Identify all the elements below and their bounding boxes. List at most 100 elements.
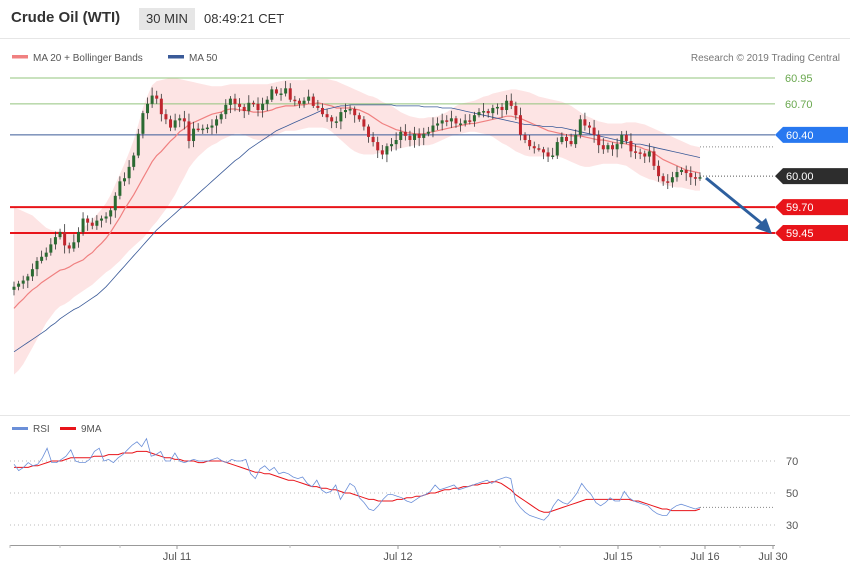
candle-body bbox=[132, 155, 136, 167]
instrument-title: Crude Oil (WTI) bbox=[11, 9, 121, 26]
candle bbox=[330, 115, 334, 129]
candle bbox=[647, 143, 651, 163]
candle-body bbox=[196, 128, 200, 131]
candle-body bbox=[279, 93, 283, 95]
candle-body bbox=[53, 237, 57, 245]
legend: MA 20 + Bollinger Bands MA 50 Research ©… bbox=[12, 53, 840, 64]
candle-body bbox=[205, 127, 209, 130]
candle bbox=[132, 152, 136, 171]
candle bbox=[505, 94, 509, 115]
candle-body bbox=[532, 146, 536, 149]
candle bbox=[122, 172, 126, 186]
candle bbox=[657, 160, 661, 182]
candle bbox=[426, 126, 430, 137]
candle-body bbox=[689, 173, 693, 178]
candle bbox=[17, 280, 21, 291]
candle bbox=[670, 171, 674, 188]
candle-body bbox=[316, 105, 320, 108]
candle bbox=[546, 147, 550, 163]
candle bbox=[81, 212, 85, 236]
candle-body bbox=[505, 100, 509, 111]
candle bbox=[141, 110, 145, 139]
key-levels: 60.95 60.70 60.40 59.70 59.45 60.00 bbox=[10, 73, 848, 241]
candle-body bbox=[541, 149, 545, 153]
time-tick-label-1: Jul 12 bbox=[383, 551, 412, 563]
candle-body bbox=[403, 131, 407, 136]
rsi-tick-label-1: 50 bbox=[786, 488, 798, 500]
candle-body bbox=[620, 134, 624, 145]
candle-body bbox=[638, 152, 642, 154]
candle bbox=[127, 160, 131, 185]
candle bbox=[472, 111, 476, 127]
candle bbox=[436, 117, 440, 131]
candle-body bbox=[652, 151, 656, 166]
candle bbox=[233, 93, 237, 112]
candle bbox=[104, 212, 108, 223]
candle-body bbox=[81, 218, 85, 232]
candle-body bbox=[615, 144, 619, 150]
candle bbox=[348, 105, 352, 115]
candle bbox=[486, 108, 490, 118]
header: Crude Oil (WTI) 30 MIN 08:49:21 CET bbox=[0, 0, 850, 38]
candle bbox=[652, 147, 656, 170]
candle bbox=[265, 96, 269, 112]
candle bbox=[537, 144, 541, 152]
candle-body bbox=[76, 231, 80, 243]
candle bbox=[251, 100, 255, 107]
candle bbox=[67, 242, 71, 254]
candle-body bbox=[486, 111, 490, 114]
candle-body bbox=[647, 151, 651, 157]
rsi-tick-label-2: 30 bbox=[786, 520, 798, 532]
candle bbox=[261, 97, 265, 118]
candle bbox=[63, 224, 67, 254]
candle-body bbox=[109, 210, 113, 217]
candle-body bbox=[67, 245, 71, 249]
candle-body bbox=[30, 269, 34, 277]
candle-body bbox=[560, 136, 564, 143]
candle bbox=[40, 250, 44, 264]
candle bbox=[408, 130, 412, 147]
candle bbox=[187, 113, 191, 149]
candle bbox=[684, 165, 688, 181]
rsi-ma-line bbox=[14, 450, 701, 513]
candle-body bbox=[597, 134, 601, 146]
candle bbox=[201, 124, 205, 134]
candle-body bbox=[320, 107, 324, 115]
candle bbox=[26, 273, 30, 289]
candle-body bbox=[141, 113, 145, 134]
candle-body bbox=[164, 114, 168, 120]
candle bbox=[615, 138, 619, 158]
candle-body bbox=[21, 280, 25, 284]
candle-body bbox=[215, 119, 219, 126]
candle bbox=[413, 126, 417, 148]
candle bbox=[159, 93, 163, 122]
timeframe-selector[interactable]: 30 MIN bbox=[139, 8, 195, 30]
candle bbox=[643, 150, 647, 163]
candle-body bbox=[500, 106, 504, 111]
candle-body bbox=[413, 133, 417, 140]
rsi-line bbox=[13, 437, 701, 521]
candle-body bbox=[624, 134, 628, 142]
candle bbox=[454, 115, 458, 128]
candle bbox=[178, 114, 182, 128]
candle bbox=[500, 102, 504, 118]
candle bbox=[449, 110, 453, 128]
candle-body bbox=[339, 112, 343, 122]
candle bbox=[555, 137, 559, 159]
candle-body bbox=[192, 128, 196, 142]
candle bbox=[146, 97, 150, 120]
current-price-tag bbox=[775, 168, 848, 185]
candle-body bbox=[468, 120, 472, 122]
candle bbox=[274, 86, 278, 96]
candle-body bbox=[334, 121, 338, 123]
candle-body bbox=[422, 133, 426, 138]
bollinger-band bbox=[14, 78, 700, 375]
rsi-tick-label-0: 70 bbox=[786, 456, 798, 468]
candle bbox=[224, 99, 228, 119]
support-label-3: 59.70 bbox=[786, 202, 814, 214]
candle bbox=[334, 116, 338, 129]
candle bbox=[541, 146, 545, 160]
candle bbox=[49, 238, 53, 256]
candle bbox=[90, 217, 94, 230]
candle-body bbox=[634, 151, 638, 153]
